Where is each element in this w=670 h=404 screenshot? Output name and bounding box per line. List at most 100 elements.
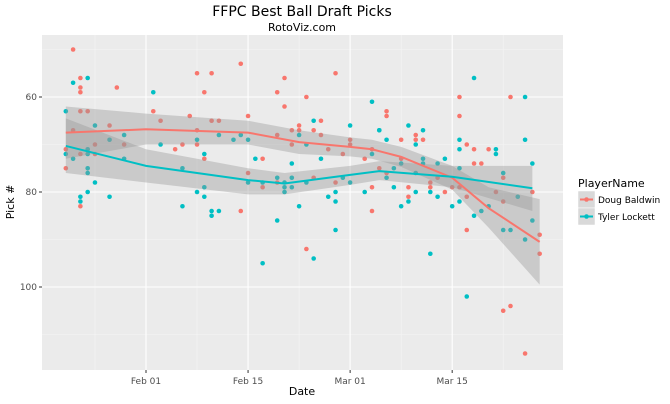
point-doug-baldwin (508, 303, 513, 309)
point-tyler-lockett (522, 137, 528, 143)
point-doug-baldwin (500, 308, 506, 314)
point-tyler-lockett (500, 170, 506, 176)
point-doug-baldwin (274, 89, 280, 95)
point-tyler-lockett (245, 180, 251, 185)
point-doug-baldwin (296, 127, 302, 133)
point-tyler-lockett (121, 132, 127, 138)
point-doug-baldwin (260, 156, 265, 162)
point-tyler-lockett (406, 123, 411, 128)
point-tyler-lockett (500, 227, 506, 233)
point-doug-baldwin (537, 251, 542, 257)
chart-subtitle: RotoViz.com (268, 21, 336, 34)
point-tyler-lockett (63, 151, 69, 157)
point-tyler-lockett (522, 94, 528, 100)
point-tyler-lockett (413, 142, 419, 147)
point-doug-baldwin (530, 189, 535, 195)
point-doug-baldwin (260, 184, 265, 190)
point-tyler-lockett (202, 151, 207, 157)
point-doug-baldwin (522, 351, 528, 356)
point-tyler-lockett (471, 213, 477, 219)
point-doug-baldwin (362, 156, 368, 162)
point-doug-baldwin (296, 123, 302, 128)
point-doug-baldwin (486, 146, 491, 152)
point-doug-baldwin (245, 113, 251, 119)
point-doug-baldwin (282, 75, 287, 81)
y-tick-label: 60 (26, 93, 38, 103)
smooth-line-tyler-lockett (65, 144, 533, 190)
point-doug-baldwin (333, 180, 338, 185)
point-tyler-lockett (522, 237, 528, 242)
x-tick-label: Feb 15 (233, 377, 263, 387)
y-axis-label: Pick # (4, 185, 17, 220)
legend: PlayerName Doug Baldwin Tyler Lockett (577, 177, 660, 226)
point-tyler-lockett (333, 199, 338, 204)
legend-label-tyler-lockett: Tyler Lockett (597, 213, 655, 223)
point-doug-baldwin (442, 189, 448, 195)
point-tyler-lockett (442, 156, 448, 162)
point-tyler-lockett (376, 127, 382, 133)
point-tyler-lockett (216, 208, 222, 214)
point-tyler-lockett (63, 108, 69, 114)
x-tick-label: Feb 01 (131, 377, 161, 387)
point-tyler-lockett (398, 203, 404, 209)
point-tyler-lockett (347, 180, 353, 185)
point-doug-baldwin (85, 108, 90, 114)
point-doug-baldwin (384, 108, 389, 114)
point-tyler-lockett (150, 89, 156, 95)
point-tyler-lockett (296, 203, 302, 209)
point-doug-baldwin (428, 180, 433, 185)
point-doug-baldwin (216, 118, 222, 124)
point-tyler-lockett (464, 294, 470, 299)
point-tyler-lockett (85, 170, 90, 176)
point-doug-baldwin (202, 89, 207, 95)
point-doug-baldwin (289, 127, 295, 133)
plot-panel (42, 35, 563, 370)
point-tyler-lockett (406, 199, 411, 204)
point-tyler-lockett (428, 251, 433, 257)
point-doug-baldwin (63, 146, 69, 152)
point-doug-baldwin (398, 137, 404, 143)
point-tyler-lockett (457, 165, 462, 171)
point-doug-baldwin (347, 142, 353, 147)
point-doug-baldwin (413, 132, 419, 138)
legend-label-doug-baldwin: Doug Baldwin (598, 196, 660, 206)
point-tyler-lockett (202, 194, 207, 200)
x-tick-label: Mar 01 (334, 377, 365, 387)
point-doug-baldwin (172, 146, 178, 152)
point-tyler-lockett (70, 156, 76, 162)
point-doug-baldwin (318, 118, 324, 124)
point-tyler-lockett (479, 208, 484, 214)
point-tyler-lockett (333, 227, 338, 233)
point-doug-baldwin (428, 184, 433, 190)
point-tyler-lockett (289, 184, 295, 190)
points-layer (63, 47, 542, 356)
point-tyler-lockett (493, 151, 499, 157)
point-tyler-lockett (384, 137, 389, 143)
point-tyler-lockett (158, 142, 163, 147)
point-doug-baldwin (150, 108, 156, 114)
point-tyler-lockett (347, 123, 353, 128)
point-tyler-lockett (216, 132, 222, 138)
point-doug-baldwin (340, 151, 346, 157)
point-tyler-lockett (391, 165, 397, 171)
point-doug-baldwin (63, 165, 69, 171)
point-doug-baldwin (508, 94, 513, 100)
point-doug-baldwin (114, 85, 120, 90)
point-tyler-lockett (318, 156, 324, 162)
point-doug-baldwin (471, 161, 477, 166)
point-tyler-lockett (70, 80, 76, 86)
point-tyler-lockett (384, 175, 389, 181)
point-tyler-lockett (85, 189, 90, 195)
legend-key-point (584, 214, 589, 219)
point-tyler-lockett (515, 194, 521, 200)
point-tyler-lockett (202, 184, 207, 190)
point-doug-baldwin (78, 75, 83, 81)
legend-key-point (584, 197, 589, 202)
point-doug-baldwin (107, 123, 112, 128)
point-tyler-lockett (457, 146, 462, 152)
point-tyler-lockett (78, 199, 83, 204)
point-doug-baldwin (318, 132, 324, 138)
point-tyler-lockett (508, 227, 513, 233)
point-tyler-lockett (180, 165, 185, 171)
point-tyler-lockett (493, 146, 499, 152)
